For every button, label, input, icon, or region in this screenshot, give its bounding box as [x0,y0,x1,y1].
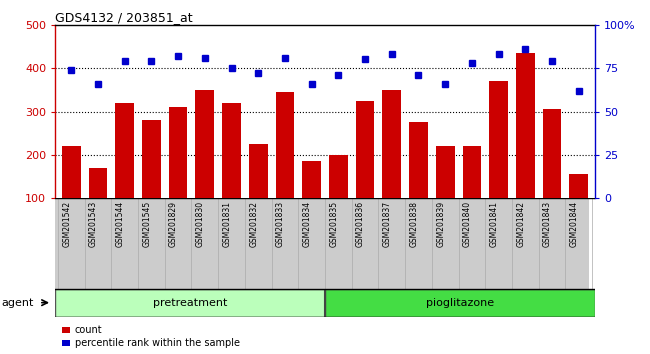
Text: pretreatment: pretreatment [153,298,228,308]
Text: percentile rank within the sample: percentile rank within the sample [75,338,240,348]
Bar [249,144,268,198]
Text: GSM201544: GSM201544 [116,201,125,247]
Text: GSM201834: GSM201834 [303,201,311,247]
Text: GSM201543: GSM201543 [89,201,98,247]
Text: GSM201545: GSM201545 [142,201,151,247]
Text: GSM201840: GSM201840 [463,201,472,247]
Bar [489,81,508,198]
Text: GDS4132 / 203851_at: GDS4132 / 203851_at [55,11,193,24]
Text: GSM201844: GSM201844 [570,201,578,247]
Bar [409,122,428,198]
Bar [222,103,241,198]
Text: GSM201833: GSM201833 [276,201,285,247]
Text: GSM201831: GSM201831 [222,201,231,247]
Text: GSM201835: GSM201835 [330,201,339,247]
Text: GSM201841: GSM201841 [489,201,499,247]
Text: GSM201830: GSM201830 [196,201,205,247]
Bar [463,146,481,198]
Text: pioglitazone: pioglitazone [426,298,494,308]
Text: GSM201836: GSM201836 [356,201,365,247]
Bar [302,161,321,198]
Bar [115,103,134,198]
Text: GSM201843: GSM201843 [543,201,552,247]
Text: GSM201542: GSM201542 [62,201,72,247]
Text: agent: agent [1,298,34,308]
Bar [543,109,562,198]
Bar [196,90,214,198]
Text: GSM201829: GSM201829 [169,201,178,247]
Text: count: count [75,325,103,335]
Bar [88,168,107,198]
Bar [516,53,535,198]
Bar [169,107,187,198]
Bar [382,90,401,198]
Bar [276,92,294,198]
Bar [436,146,454,198]
Bar [356,101,374,198]
Bar [142,120,161,198]
Text: GSM201838: GSM201838 [410,201,419,247]
Text: GSM201839: GSM201839 [436,201,445,247]
Text: GSM201842: GSM201842 [516,201,525,247]
Bar [62,146,81,198]
Text: GSM201832: GSM201832 [249,201,258,247]
Bar [569,175,588,198]
Bar [325,289,595,317]
Bar [329,155,348,198]
Text: GSM201837: GSM201837 [383,201,392,247]
Bar [55,289,325,317]
